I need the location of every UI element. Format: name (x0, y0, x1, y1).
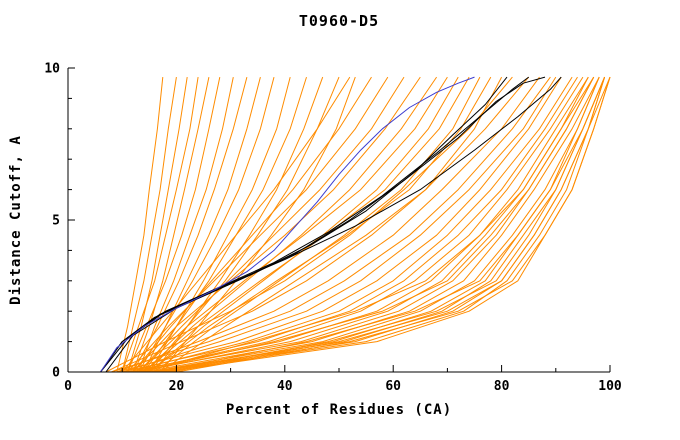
x-tick-label: 40 (277, 379, 293, 394)
server-models-mid-curve (132, 76, 421, 373)
server-models-steep-curve (138, 76, 234, 373)
top-models-curve (100, 76, 529, 373)
server-models-low-curve (111, 76, 530, 373)
server-models-steep-curve (116, 77, 164, 373)
server-models-low-curve (143, 76, 589, 373)
server-models-low-curve (116, 76, 562, 373)
reference-model-curve (100, 76, 475, 373)
server-models-mid-curve (148, 76, 492, 373)
server-models-low-curve (132, 76, 584, 373)
server-models-steep-curve (132, 76, 248, 373)
server-models-low-curve (149, 76, 600, 373)
top-models-curve (100, 76, 562, 373)
server-models-mid-curve (138, 76, 405, 373)
server-models-low-curve (138, 76, 595, 373)
server-models-mid-curve (132, 76, 372, 373)
server-models-mid-curve (138, 76, 448, 373)
server-models-steep-curve (121, 77, 199, 373)
x-tick-label: 100 (598, 379, 622, 394)
server-models-low-curve (170, 76, 606, 373)
server-models-low-curve (116, 76, 540, 373)
x-tick-label: 20 (169, 379, 185, 394)
server-models-low-curve (159, 76, 600, 373)
server-models-low-curve (160, 76, 611, 373)
y-axis-label: Distance Cutoff, A (8, 135, 24, 305)
server-models-mid-curve (159, 76, 503, 373)
x-tick-label: 80 (494, 379, 510, 394)
server-models-mid-curve (121, 76, 351, 373)
x-axis-label: Percent of Residues (CA) (225, 402, 453, 418)
server-models-steep-curve (159, 76, 356, 373)
server-models-steep-curve (127, 77, 188, 373)
server-models-mid-curve (143, 76, 438, 373)
server-models-low-curve (122, 76, 557, 373)
server-models-steep-curve (138, 76, 275, 373)
server-models-low-curve (176, 76, 611, 373)
server-models-low-curve (127, 76, 589, 373)
server-models-low-curve (127, 76, 573, 373)
server-models-low-curve (122, 76, 578, 373)
server-models-steep-curve (132, 76, 210, 373)
server-models-low-curve (105, 76, 513, 373)
server-models-low-curve (111, 76, 551, 373)
server-models-steep-curve (121, 77, 177, 373)
server-models-low-curve (165, 76, 606, 373)
server-models-low-curve (143, 76, 600, 373)
y-tick-label: 5 (52, 214, 60, 229)
server-models-mid-curve (127, 76, 389, 373)
server-models-mid-curve (154, 76, 481, 373)
chart-title: T0960-D5 (298, 12, 380, 30)
y-tick-label: 10 (44, 62, 60, 77)
server-models-low-curve (154, 76, 606, 373)
y-tick-label: 0 (52, 366, 60, 381)
x-tick-label: 60 (385, 379, 401, 394)
x-tick-label: 0 (64, 379, 72, 394)
top-models-curve (105, 76, 546, 373)
